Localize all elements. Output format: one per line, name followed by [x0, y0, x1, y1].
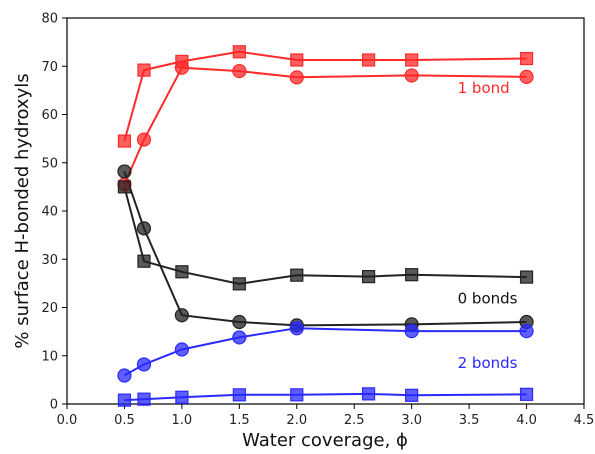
data-point-circle [136, 221, 152, 236]
x-tick-label: 0.5 [114, 413, 135, 428]
data-point-square [290, 268, 304, 282]
data-point-square [137, 392, 151, 406]
y-tick-label: 50 [41, 156, 58, 171]
data-point-circle [519, 324, 534, 339]
data-point-circle [289, 70, 304, 85]
data-point-circle [289, 321, 304, 336]
data-point-square [519, 387, 534, 401]
data-point-circle [136, 357, 152, 372]
data-point-circle [232, 63, 247, 79]
y-axis-title: % surface H-bonded hydroxyls [12, 73, 33, 348]
y-tick-label: 60 [41, 108, 58, 123]
data-point-circle [174, 60, 189, 75]
x-axis-title: Water coverage, ϕ [242, 430, 408, 451]
data-point-circle [174, 308, 189, 323]
data-point-square [290, 53, 304, 67]
series-label: 2 bonds [458, 354, 518, 372]
x-tick-label: 3.5 [459, 413, 480, 428]
x-tick-label: 4.5 [574, 413, 595, 428]
data-point-square [232, 45, 246, 59]
data-point-square [137, 254, 151, 268]
y-tick-label: 0 [50, 398, 58, 413]
x-tick-label: 4.0 [516, 413, 537, 428]
series-markers [117, 45, 534, 407]
y-tick-label: 40 [41, 205, 58, 220]
data-point-square [117, 393, 132, 407]
series-annotations: 1 bond 0 bonds 2 bonds [458, 79, 518, 372]
data-point-square [361, 387, 376, 401]
x-tick-label: 1.0 [172, 413, 193, 428]
data-point-circle [404, 68, 419, 83]
y-tick-label: 30 [41, 253, 58, 268]
data-point-circle [136, 132, 152, 147]
x-tick-label: 1.5 [229, 413, 250, 428]
y-tick-label: 20 [41, 301, 58, 316]
data-point-square [137, 63, 151, 77]
data-point-circle [232, 314, 247, 330]
data-point-square [232, 388, 246, 402]
x-tick-label: 3.0 [401, 413, 422, 428]
data-point-square [290, 388, 304, 402]
series-label: 0 bonds [458, 290, 518, 308]
data-point-square [405, 388, 419, 402]
data-point-circle [117, 164, 132, 179]
data-point-square [232, 277, 246, 291]
data-point-circle [174, 342, 189, 357]
data-point-square [361, 270, 376, 284]
x-tick-label: 2.0 [286, 413, 307, 428]
data-point-square [361, 53, 376, 67]
data-point-square [175, 390, 189, 404]
data-point-circle [519, 69, 534, 84]
data-point-square [175, 265, 189, 279]
data-point-square [117, 134, 132, 148]
data-point-circle [404, 324, 419, 339]
x-tick-label: 2.5 [344, 413, 365, 428]
series-label: 1 bond [458, 79, 510, 97]
data-point-circle [232, 330, 247, 345]
y-tick-label: 80 [41, 12, 58, 27]
x-tick-label: 0.0 [57, 413, 78, 428]
data-point-square [405, 268, 419, 282]
data-point-square [117, 180, 132, 194]
data-point-square [519, 51, 534, 66]
data-point-square [519, 270, 534, 284]
axis-ticks: 0.0 0.5 1.0 1.5 2.0 2.5 3.0 3.5 4.0 4.5 0 10 20 30 40 5… [41, 12, 594, 429]
y-tick-label: 10 [41, 349, 58, 364]
y-tick-label: 70 [41, 60, 58, 75]
data-point-circle [117, 368, 132, 383]
data-point-square [405, 53, 419, 67]
